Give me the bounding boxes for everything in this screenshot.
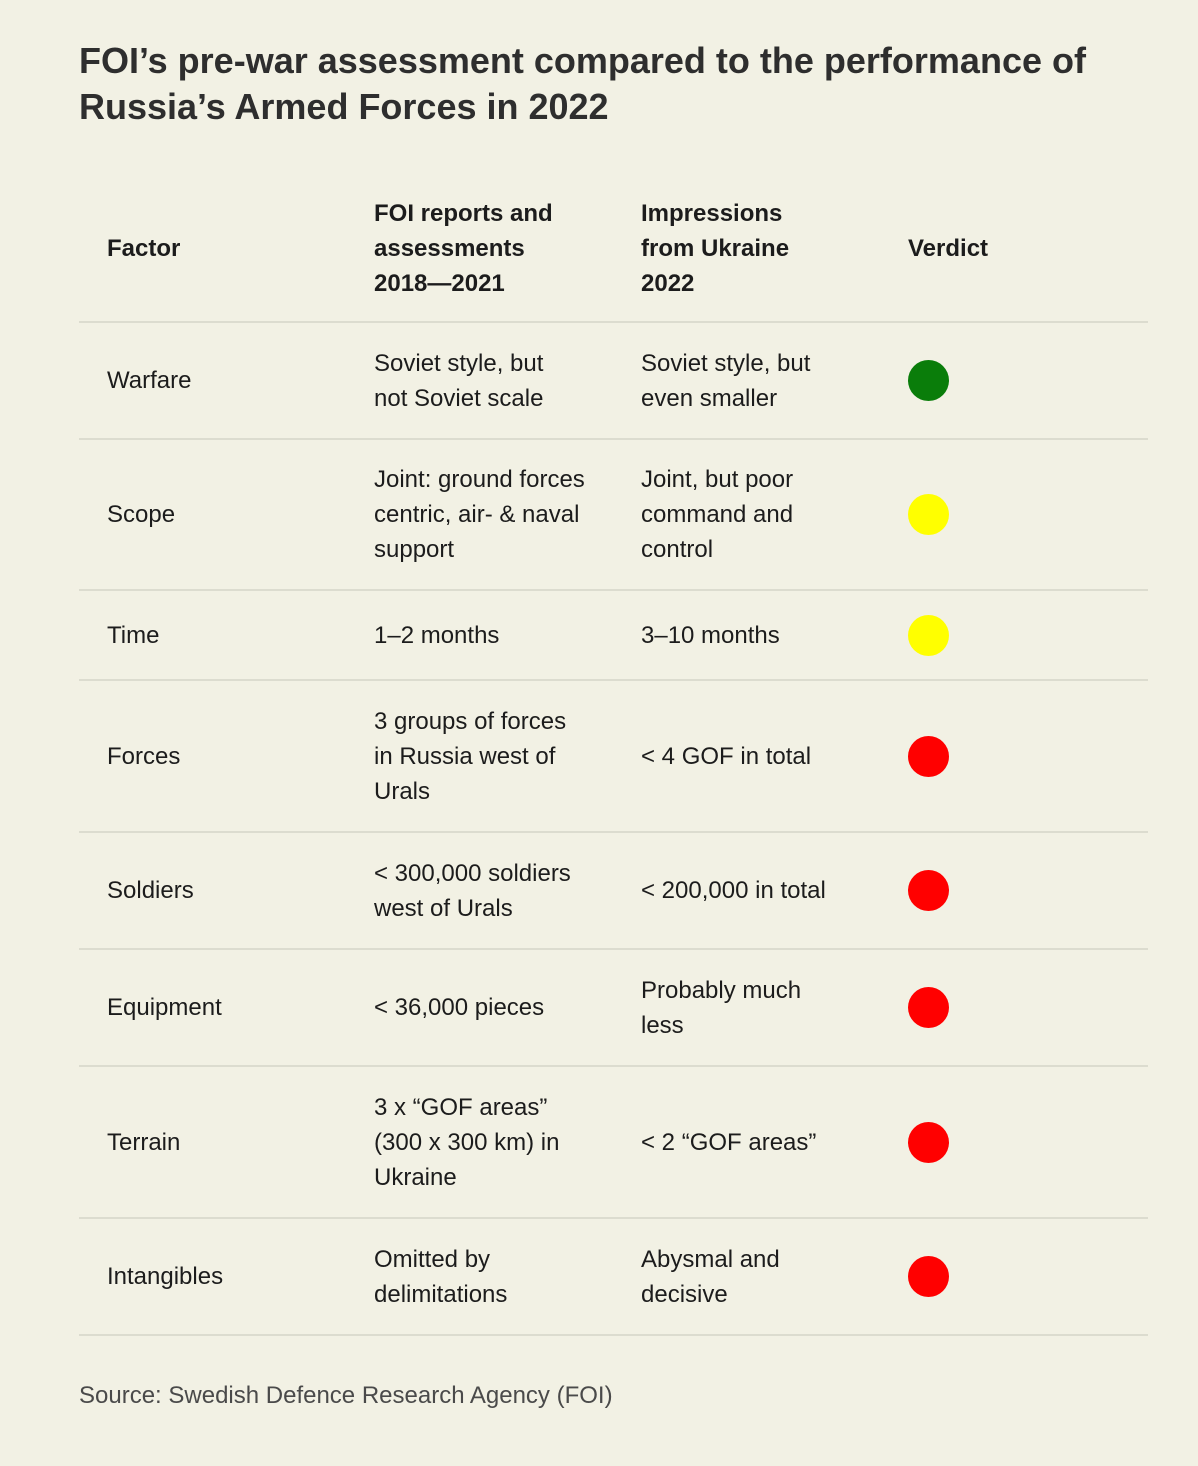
column-header-verdict: Verdict <box>908 234 989 262</box>
factor-cell: Soldiers <box>107 877 194 904</box>
foi-cell: 3 groups of forces in Russia west of Ura… <box>374 707 567 805</box>
verdict-indicator <box>908 735 949 777</box>
foi-cell: 3 x “GOF areas” (300 x 300 km) in Ukrain… <box>374 1093 560 1191</box>
foi-cell: Joint: ground forces centric, air- & nav… <box>374 466 585 563</box>
verdict-indicator <box>908 494 949 535</box>
assessment-table: Factor FOI reports and assessments 2018—… <box>79 175 1148 1336</box>
ukraine-cell: Probably much less <box>641 976 802 1039</box>
factor-cell: Time <box>107 621 160 649</box>
table-row: Equipment < 36,000 pieces Probably much … <box>79 950 1148 1067</box>
ukraine-cell: Joint, but poor command and control <box>641 466 794 563</box>
column-header-ukraine: Impressions from Ukraine 2022 <box>641 199 790 297</box>
factor-cell: Equipment <box>107 994 222 1021</box>
factor-cell: Intangibles <box>107 1263 224 1290</box>
table-row: Scope Joint: ground forces centric, air-… <box>79 440 1148 591</box>
table-row: Intangibles Omitted by delimitations Aby… <box>79 1219 1148 1336</box>
table-row: Time 1–2 months 3–10 months <box>79 591 1148 681</box>
foi-cell: Omitted by delimitations <box>374 1245 508 1308</box>
table-header-row: Factor FOI reports and assessments 2018—… <box>79 175 1148 323</box>
verdict-indicator <box>908 870 949 911</box>
factor-cell: Terrain <box>107 1128 181 1156</box>
table-row: Forces 3 groups of forces in Russia west… <box>79 681 1148 833</box>
ukraine-cell: < 4 GOF in total <box>641 742 812 770</box>
ukraine-cell: 3–10 months <box>641 621 780 649</box>
ukraine-cell: < 2 “GOF areas” <box>641 1128 817 1156</box>
page-title: FOI’s pre-war assessment compared to the… <box>79 40 1086 127</box>
factor-cell: Scope <box>107 501 176 528</box>
foi-cell: < 300,000 soldiers west of Urals <box>374 859 571 922</box>
verdict-indicator <box>908 1121 949 1163</box>
verdict-indicator <box>908 360 949 401</box>
factor-cell: Forces <box>107 742 181 770</box>
ukraine-cell: Abysmal and decisive <box>641 1245 780 1308</box>
table-row: Warfare Soviet style, but not Soviet sca… <box>79 323 1148 440</box>
verdict-indicator <box>908 614 949 656</box>
verdict-indicator <box>908 987 949 1028</box>
foi-cell: Soviet style, but not Soviet scale <box>374 349 544 412</box>
source-note: Source: Swedish Defence Research Agency … <box>79 1382 613 1409</box>
column-header-foi: FOI reports and assessments 2018—2021 <box>374 199 553 297</box>
column-header-factor: Factor <box>107 234 181 262</box>
verdict-indicator <box>908 1256 949 1297</box>
table-row: Terrain 3 x “GOF areas” (300 x 300 km) i… <box>79 1067 1148 1219</box>
foi-cell: 1–2 months <box>374 621 500 649</box>
ukraine-cell: < 200,000 in total <box>641 877 826 904</box>
foi-cell: < 36,000 pieces <box>374 994 545 1021</box>
ukraine-cell: Soviet style, but even smaller <box>641 349 811 412</box>
factor-cell: Warfare <box>107 367 192 394</box>
table-row: Soldiers < 300,000 soldiers west of Ural… <box>79 833 1148 950</box>
